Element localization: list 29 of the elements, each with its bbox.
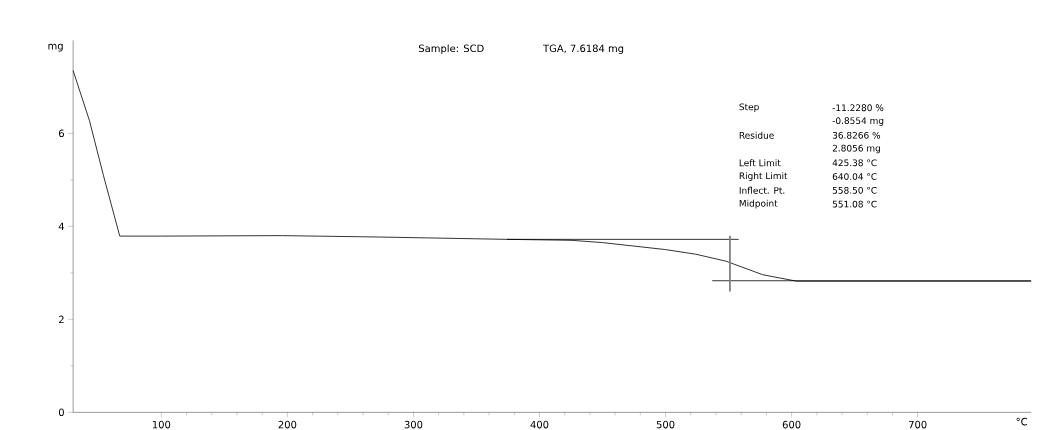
y-tick-label: 4: [58, 222, 65, 230]
annotation: Residue: [739, 131, 774, 139]
x-tick-label: 300: [404, 420, 423, 429]
x-tick-label: 200: [278, 420, 297, 429]
x-tick-label: 400: [530, 420, 549, 429]
chart-title: Sample: SCD: [418, 44, 484, 55]
y-tick-label: 6: [58, 129, 64, 138]
y-tick-label: 0: [58, 408, 64, 417]
y-tick-label: 2: [58, 315, 64, 324]
chart-subtitle: TGA, 7.6184 mg: [543, 44, 624, 55]
annotation: 558.50 °C: [832, 186, 877, 194]
x-tick-label: 600: [782, 420, 801, 429]
annotation: -11.2280 %: [832, 104, 884, 112]
annotation: 36.8266 %: [832, 131, 881, 139]
annotation: Step: [739, 103, 759, 113]
annotation: 551.08 °C: [832, 200, 877, 208]
annotation: Left Limit: [739, 159, 781, 167]
annotation: Inflect. Pt.: [739, 186, 785, 194]
x-tick-label: 700: [908, 420, 927, 429]
x-tick-label: 100: [152, 420, 171, 429]
y-axis-title: mg: [48, 43, 63, 52]
annotation: 640.04 °C: [832, 173, 877, 180]
annotation: 2.8056 mg: [832, 144, 880, 154]
annotation: Right Limit: [739, 172, 788, 181]
annotation: -0.8554 mg: [832, 117, 884, 126]
annotation: Midpoint: [739, 199, 778, 209]
x-axis-title: °C: [1016, 417, 1028, 426]
annotation: 425.38 °C: [832, 159, 877, 167]
x-tick-label: 500: [656, 420, 675, 429]
